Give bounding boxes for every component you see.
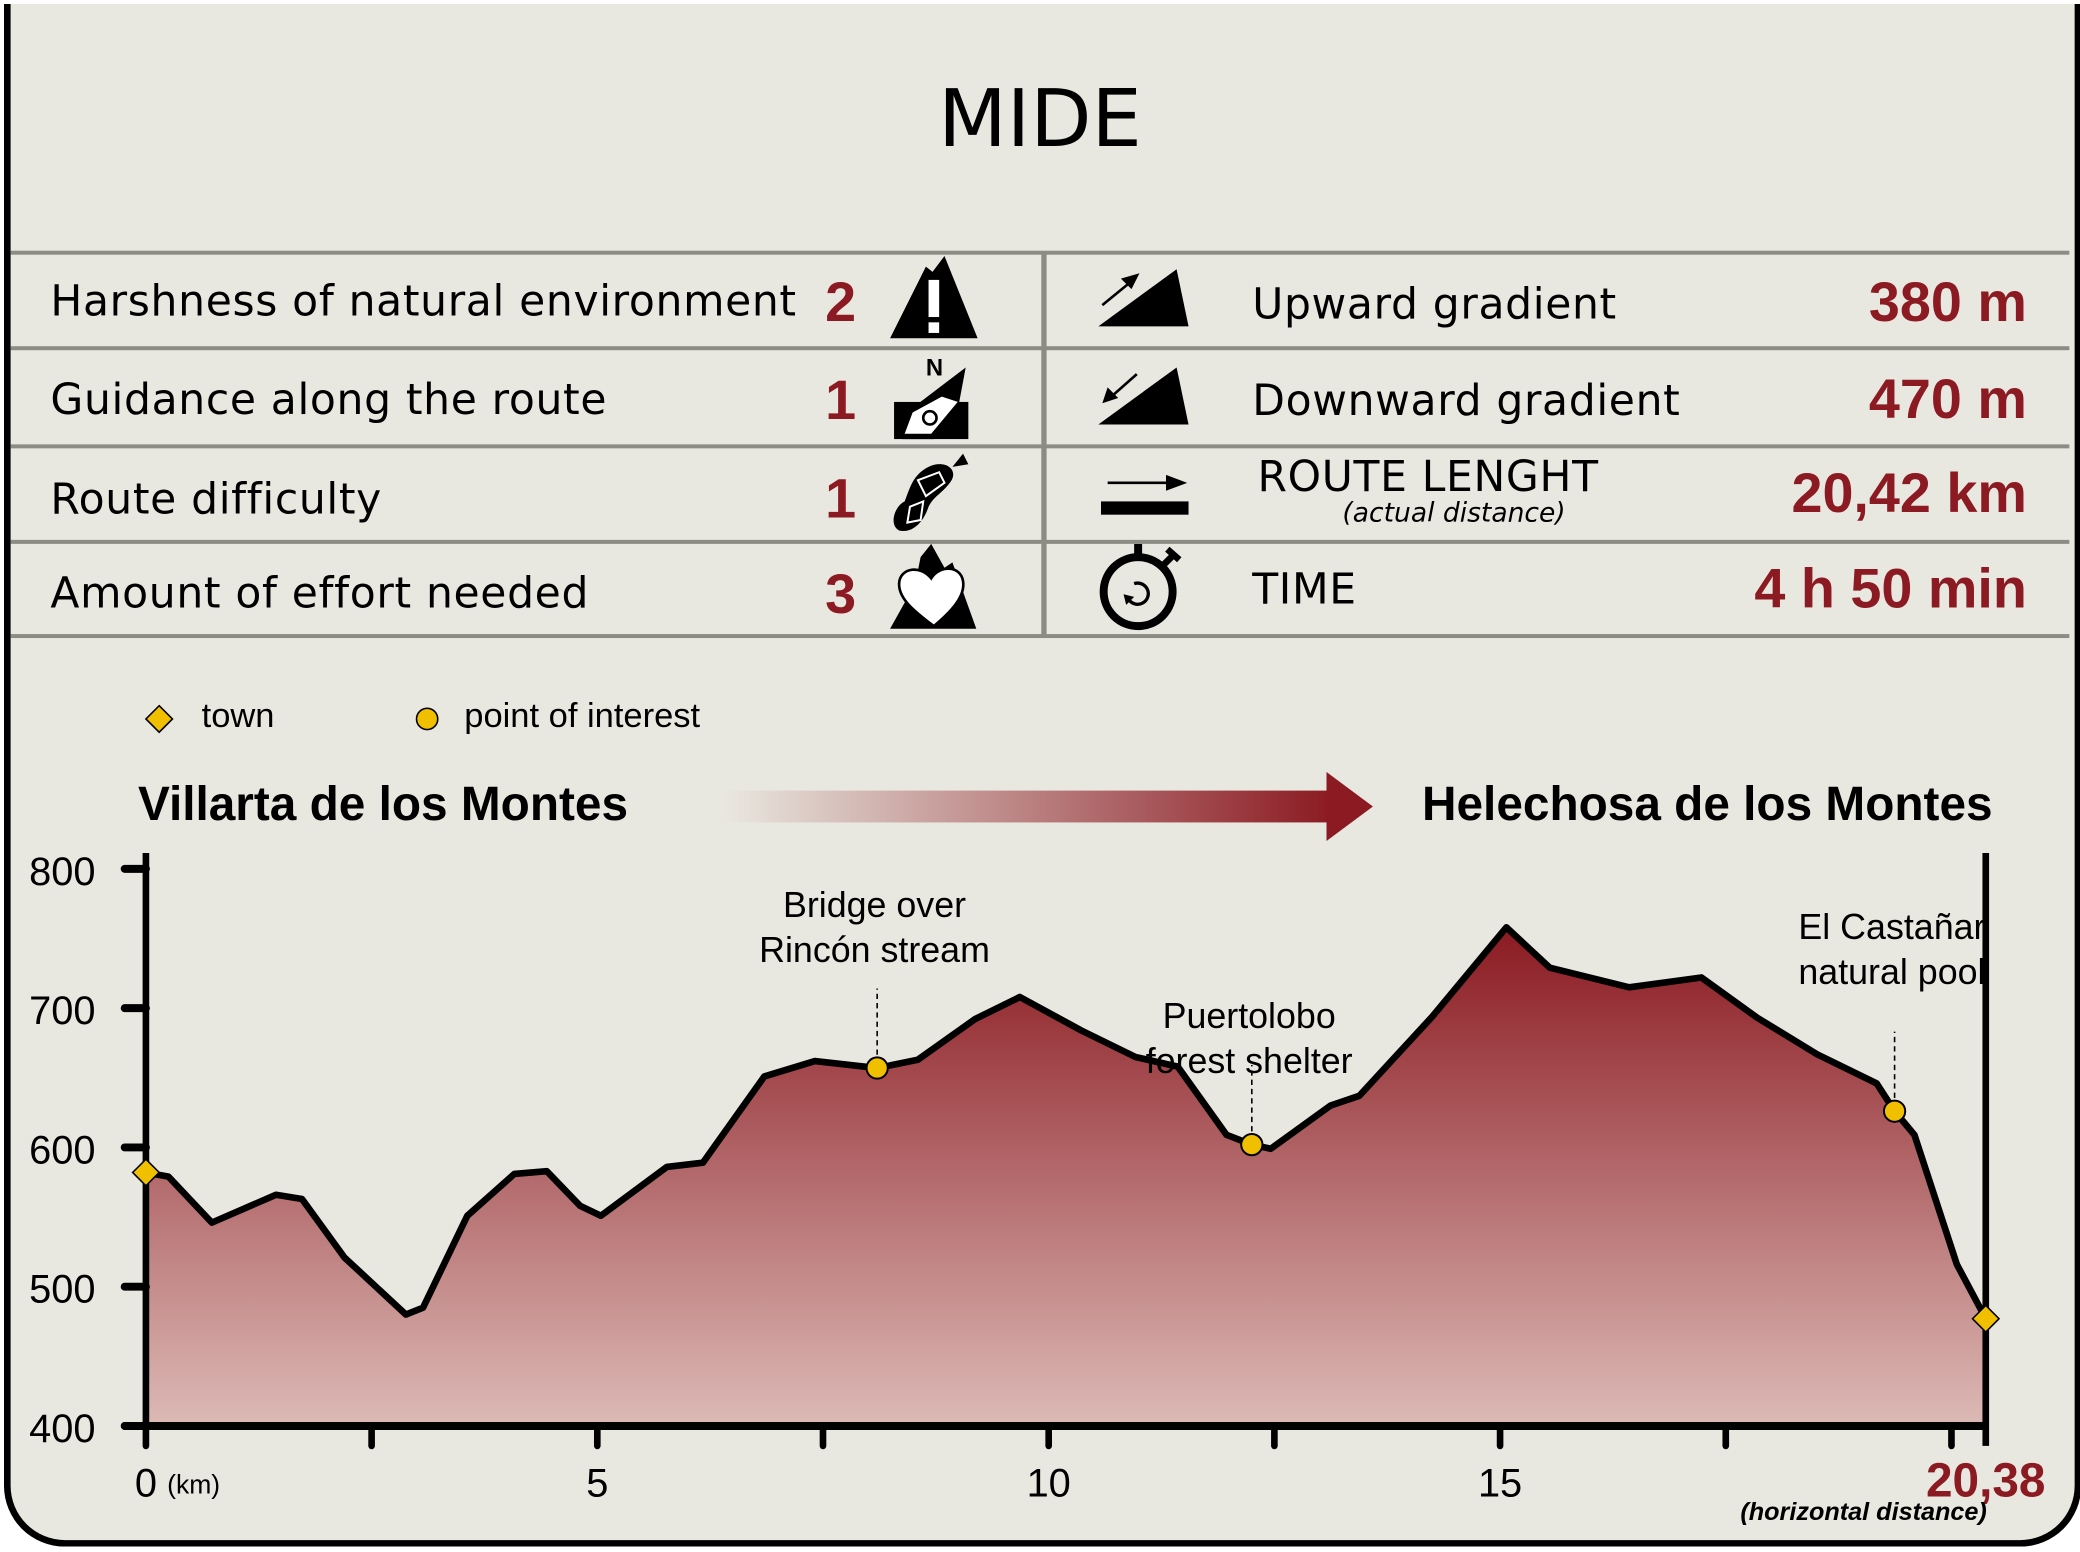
- mide-value-harshness: 2: [825, 270, 857, 333]
- svg-text:N: N: [926, 354, 943, 381]
- mide-value-effort: 3: [825, 562, 857, 625]
- y-tick-label: 800: [29, 850, 95, 894]
- stat-value-upward: 380 m: [1868, 270, 2027, 333]
- divider: [10, 346, 2070, 351]
- divider: [10, 250, 2070, 255]
- stat-sublabel-length: (actual distance): [1342, 496, 1566, 528]
- y-tick-label: 600: [29, 1128, 95, 1172]
- upward-slope-icon: [1098, 269, 1189, 327]
- stat-label-time: TIME: [1252, 563, 1357, 615]
- distance-arrow-icon: [1100, 474, 1189, 515]
- x-tick-label: 15: [1478, 1461, 1522, 1505]
- poi-label: Bridge over: [783, 885, 966, 925]
- warning-mountain-icon: [890, 256, 978, 339]
- poi-label: El Castañar: [1798, 907, 1985, 947]
- divider: [10, 444, 2070, 449]
- poi-label: forest shelter: [1146, 1041, 1353, 1081]
- poi-label: Puertolobo: [1163, 996, 1336, 1036]
- divider: [10, 634, 2070, 639]
- poi-label: Rincón stream: [759, 930, 990, 970]
- mide-label-difficulty: Route difficulty: [50, 473, 382, 524]
- stopwatch-icon: [1099, 543, 1182, 631]
- start-place: Villarta de los Montes: [137, 776, 629, 831]
- mide-label-harshness: Harshness of natural environment: [50, 275, 797, 327]
- page-title: MIDE: [938, 72, 1142, 166]
- boot-sole-icon: [893, 453, 969, 532]
- divider: [10, 539, 2070, 544]
- stat-label-upward: Upward gradient: [1252, 278, 1617, 329]
- legend-town-label: town: [201, 695, 275, 735]
- legend-poi-icon: [415, 707, 439, 731]
- mide-label-effort: Amount of effort needed: [50, 567, 590, 619]
- x-end-note: (horizontal distance): [1740, 1498, 1987, 1527]
- compass-icon: N: [894, 354, 969, 440]
- stat-label-length: ROUTE LENGHT: [1257, 451, 1599, 502]
- stat-value-downward: 470 m: [1868, 367, 2027, 430]
- end-place: Helechosa de los Montes: [1422, 776, 1993, 831]
- legend-town-icon: [144, 704, 174, 734]
- y-tick-label: 400: [29, 1407, 95, 1451]
- stat-value-time: 4 h 50 min: [1754, 557, 2027, 620]
- heart-mountain-icon: [890, 543, 977, 629]
- divider: [1041, 252, 1047, 637]
- x-tick-label: 0: [135, 1461, 157, 1505]
- poi-label: natural pool: [1798, 952, 1985, 992]
- mide-label-guidance: Guidance along the route: [50, 374, 608, 425]
- y-tick-label: 700: [29, 989, 95, 1033]
- elevation-area: [145, 927, 1986, 1426]
- x-tick-label: 5: [586, 1461, 608, 1505]
- downward-slope-icon: [1098, 367, 1189, 425]
- legend-poi-label: point of interest: [464, 695, 701, 735]
- poi-marker: [865, 1056, 889, 1080]
- x-axis-unit: (km): [167, 1470, 220, 1500]
- y-tick-label: 500: [29, 1268, 95, 1312]
- poi-marker: [1240, 1133, 1264, 1157]
- x-end-label: 20,38: [1926, 1454, 2046, 1507]
- poi-marker: [1882, 1099, 1907, 1123]
- stat-value-length: 20,42 km: [1791, 461, 2027, 524]
- town-marker: [1971, 1304, 2001, 1334]
- direction-arrow-icon: [722, 772, 1373, 842]
- town-marker: [131, 1158, 161, 1187]
- elevation-line: [145, 924, 1989, 1321]
- mide-value-guidance: 1: [825, 368, 857, 432]
- stat-label-downward: Downward gradient: [1252, 375, 1681, 426]
- mide-value-difficulty: 1: [825, 466, 857, 530]
- x-tick-label: 10: [1027, 1461, 1071, 1505]
